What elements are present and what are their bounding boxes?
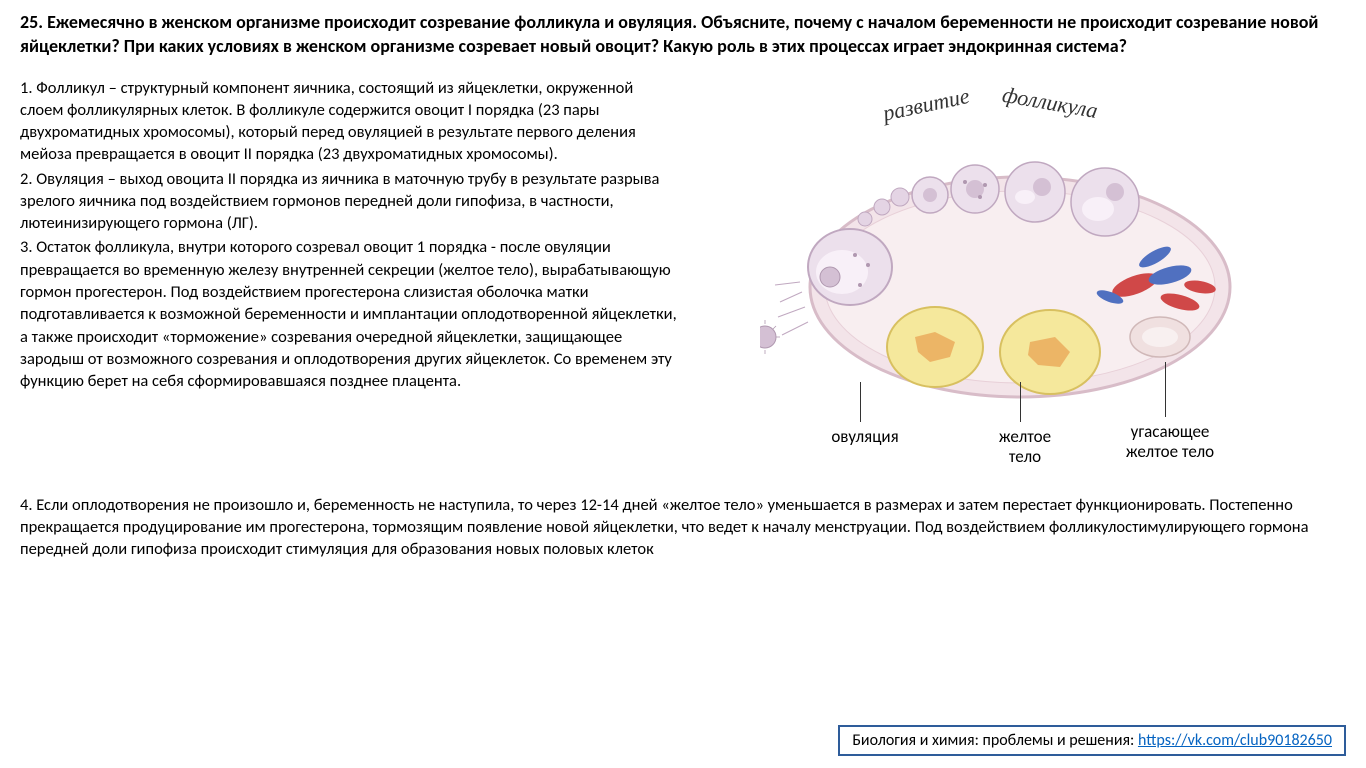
label-corpus-luteum: желтое тело (985, 427, 1065, 468)
label-line-corpus-luteum (1020, 382, 1021, 422)
footer-link[interactable]: https://vk.com/club90182650 (1138, 731, 1332, 750)
answer-column: 1. Фолликул – структурный компонент яичн… (20, 77, 680, 492)
label-line-corpus-albicans (1165, 362, 1166, 417)
label-corpus-albicans: угасающее желтое тело (1105, 422, 1235, 463)
answer-2: 2. Овуляция – выход овоцита II порядка и… (20, 168, 680, 235)
question-text: 25. Ежемесячно в женском организме проис… (20, 10, 1346, 59)
answer-4: 4. Если оплодотворения не произошло и, б… (20, 494, 1346, 561)
footer-box: Биология и химия: проблемы и решения: ht… (838, 725, 1346, 756)
label-ovulation: овуляция (820, 427, 910, 447)
diagram-column: развитие фолликула (690, 77, 1346, 492)
follicle-diagram: развитие фолликула (710, 82, 1270, 492)
answer-1: 1. Фолликул – структурный компонент яичн… (20, 77, 680, 166)
answer-3: 3. Остаток фолликула, внутри которого со… (20, 236, 680, 392)
diagram-title-word1: развитие (881, 83, 972, 127)
label-line-ovulation (860, 382, 861, 422)
diagram-title: развитие фолликула (880, 82, 1100, 108)
footer-text: Биология и химия: проблемы и решения: (852, 731, 1138, 750)
content-row: 1. Фолликул – структурный компонент яичн… (20, 77, 1346, 492)
diagram-title-word2: фолликула (1001, 81, 1100, 123)
ovary-svg (760, 137, 1240, 407)
